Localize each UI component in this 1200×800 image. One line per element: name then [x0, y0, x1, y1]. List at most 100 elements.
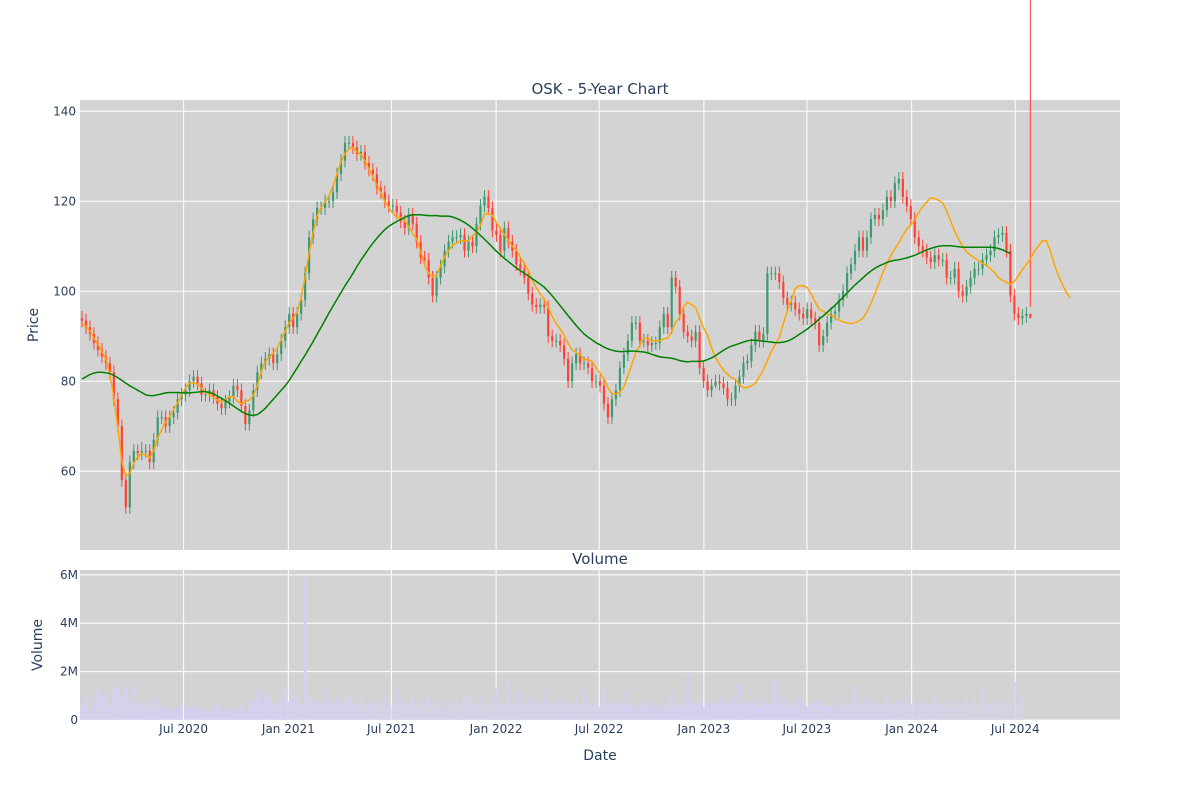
volume-bar	[439, 706, 443, 720]
candle-body	[678, 286, 681, 314]
candle-body	[674, 277, 677, 287]
candle-body	[128, 462, 131, 508]
price-y-tick-label: 120	[53, 194, 76, 208]
volume-bar	[391, 705, 395, 720]
candle-body	[650, 343, 653, 346]
candle-body	[1001, 232, 1004, 235]
volume-bar	[267, 696, 271, 720]
candle-body	[969, 277, 972, 287]
volume-bar	[554, 703, 558, 720]
volume-bar	[706, 701, 709, 720]
candle-body	[535, 304, 538, 307]
candle-body	[993, 237, 996, 251]
candle-body	[598, 381, 602, 386]
volume-bar	[777, 705, 781, 720]
candlestick-series	[80, 0, 1032, 514]
candle-body	[746, 361, 749, 364]
volume-bar	[630, 702, 634, 720]
candle-body	[132, 451, 135, 463]
volume-bar	[311, 701, 315, 720]
candle-body	[877, 214, 881, 220]
volume-bar	[582, 690, 586, 720]
candle-body	[614, 390, 618, 400]
candle-body	[439, 266, 442, 278]
candle-body	[726, 388, 729, 400]
volume-bar	[251, 703, 255, 720]
candle-body	[403, 221, 406, 229]
volume-bar	[263, 692, 267, 720]
candle-body	[953, 268, 956, 278]
candle-body	[654, 343, 657, 344]
candle-body	[300, 300, 303, 314]
volume-bar	[877, 698, 881, 720]
candle-body	[810, 309, 813, 319]
candle-body	[327, 201, 331, 203]
volume-bar	[945, 701, 949, 720]
candle-body	[622, 354, 626, 368]
candle-body	[547, 307, 550, 337]
volume-bar	[837, 708, 841, 720]
candle-body	[447, 241, 450, 251]
candle-body	[582, 363, 586, 365]
volume-bar	[526, 699, 530, 720]
candle-body	[802, 313, 805, 319]
chart-title: OSK - 5-Year Chart	[531, 80, 668, 98]
candle-body	[315, 208, 319, 220]
volume-bar	[969, 705, 972, 720]
volume-bar	[594, 699, 598, 720]
x-tick-label: Jul 2021	[366, 722, 416, 736]
candle-body	[224, 401, 227, 409]
candle-body	[702, 367, 705, 382]
candle-body	[260, 363, 263, 373]
volume-bar	[479, 695, 482, 720]
volume-bar	[734, 703, 737, 720]
volume-bar	[498, 698, 502, 720]
candle-body	[507, 228, 510, 242]
volume-bar	[351, 702, 355, 720]
volume-bar	[327, 700, 331, 720]
candle-body	[80, 318, 84, 321]
volume-bar	[765, 701, 769, 720]
volume-y-axis-label: Volume	[30, 619, 46, 671]
candle-body	[415, 223, 418, 242]
volume-bar	[761, 703, 765, 720]
candle-body	[427, 259, 430, 278]
volume-bar	[845, 698, 849, 720]
volume-bar	[905, 693, 909, 720]
candle-body	[921, 246, 924, 251]
candle-body	[766, 273, 769, 334]
volume-bar	[542, 689, 546, 720]
candle-body	[351, 142, 355, 148]
candle-body	[567, 358, 570, 382]
candle-body	[280, 340, 283, 355]
candle-body	[865, 237, 869, 251]
x-tick-label: Jan 2022	[469, 722, 523, 736]
candle-body	[941, 259, 944, 261]
volume-bar	[897, 700, 901, 720]
volume-bar	[610, 704, 614, 720]
candle-body	[841, 291, 845, 301]
volume-bar	[821, 705, 825, 720]
volume-y-tick-label: 2M	[60, 665, 78, 679]
candle-body	[387, 201, 390, 206]
candle-body	[120, 426, 123, 481]
volume-bar	[965, 695, 968, 720]
volume-bar	[654, 708, 658, 720]
volume-bar	[893, 702, 897, 720]
candle-body	[407, 214, 410, 229]
candle-body	[312, 219, 315, 238]
volume-bar	[961, 702, 964, 720]
candle-body	[738, 376, 741, 386]
volume-bar	[455, 698, 458, 720]
candle-body	[594, 381, 598, 383]
volume-bar	[491, 697, 494, 720]
candle-body	[156, 417, 159, 440]
volume-bar	[1001, 701, 1004, 720]
volume-bar	[957, 706, 961, 720]
volume-bar	[431, 704, 435, 720]
candle-body	[160, 417, 163, 419]
volume-bar	[100, 697, 104, 720]
volume-bar	[164, 708, 168, 720]
volume-bar	[387, 702, 391, 720]
